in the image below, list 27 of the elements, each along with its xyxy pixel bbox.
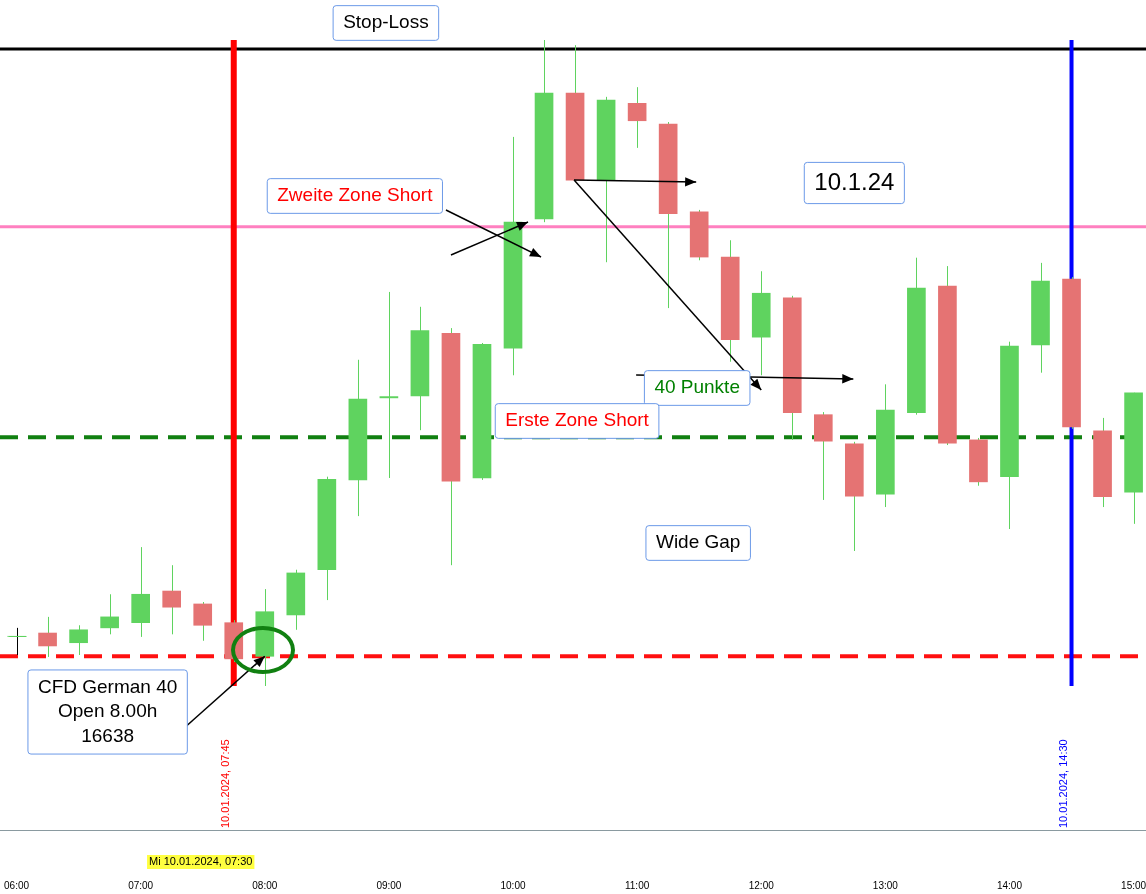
annotation: CFD German 40 Open 8.00h 16638 bbox=[37, 675, 178, 746]
x-tick-label: 08:00 bbox=[252, 879, 278, 891]
candlestick bbox=[627, 86, 647, 149]
candlestick bbox=[100, 593, 119, 635]
annotation: 10.1.24 bbox=[814, 167, 895, 195]
annotation: Zweite Zone Short bbox=[277, 184, 434, 206]
annotation: 40 Punkte bbox=[654, 376, 740, 398]
candlestick bbox=[379, 291, 399, 479]
x-tick-label: 07:00 bbox=[128, 879, 154, 891]
candlestick bbox=[38, 616, 57, 658]
x-tick-label: 12:00 bbox=[748, 879, 775, 891]
x-tick-label: 13:00 bbox=[872, 879, 899, 891]
candlestick bbox=[193, 601, 213, 642]
ref-line-label: 10.01.2024, 07:45 bbox=[218, 739, 231, 828]
annotation: Erste Zone Short bbox=[505, 409, 650, 431]
x-tick-label: 14:00 bbox=[996, 879, 1023, 891]
text: Stop-Loss bbox=[343, 11, 429, 33]
x-tick-label: 15:00 bbox=[1121, 879, 1146, 891]
x-tick-label: 11:00 bbox=[624, 879, 650, 891]
candlestick bbox=[69, 624, 88, 656]
annotation: Wide Gap bbox=[655, 531, 741, 553]
x-tick-label: 10:00 bbox=[500, 879, 526, 891]
ref-line-label: 10.01.2024, 14:30 bbox=[1056, 739, 1069, 828]
text: Mi 10.01.2024, 07:30 bbox=[149, 855, 253, 868]
candlestick bbox=[162, 564, 182, 635]
x-tick-label: 09:00 bbox=[376, 879, 402, 891]
x-tick-label: 06:00 bbox=[4, 879, 30, 891]
